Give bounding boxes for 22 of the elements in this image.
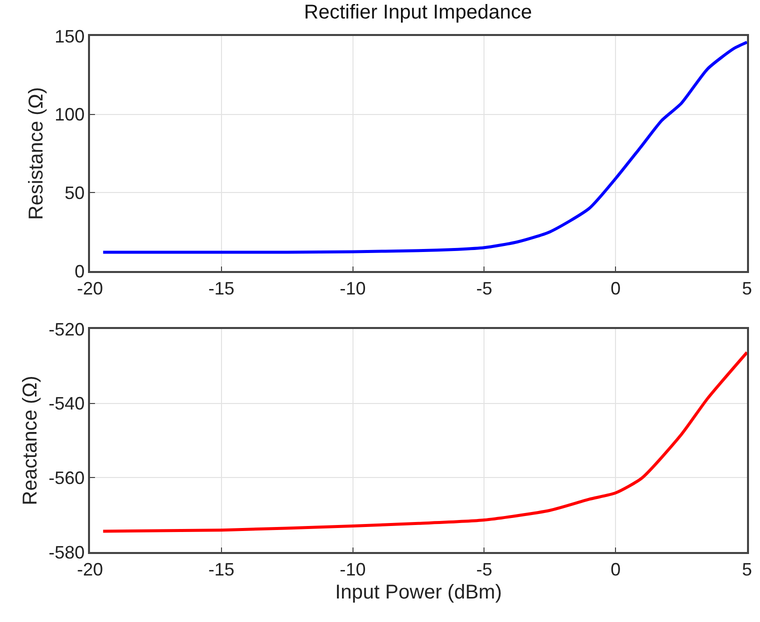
line-series	[102, 40, 747, 254]
y-tick-label: -520	[48, 319, 85, 340]
y-tick-label: -560	[48, 468, 85, 488]
x-tick-label: 5	[742, 559, 752, 580]
x-tick-label: 5	[742, 278, 752, 298]
x-tick-label: -10	[340, 559, 366, 580]
chart-title: Rectifier Input Impedance	[304, 2, 532, 24]
x-tick-label: -5	[476, 278, 492, 298]
y-axis-title: Reactance (Ω)	[20, 376, 42, 506]
x-tick-label: -10	[340, 278, 366, 298]
y-tick-label: 150	[54, 26, 85, 46]
x-tick-label: -15	[208, 278, 234, 298]
y-tick-label: 100	[54, 104, 85, 125]
x-axis-title: Input Power (dBm)	[335, 581, 502, 604]
x-tick-label: -15	[208, 559, 234, 580]
x-tick-label: -5	[476, 559, 492, 580]
x-tick-label: 0	[610, 559, 621, 580]
y-tick-label: 50	[64, 182, 85, 203]
y-axis-title: Resistance (Ω)	[26, 87, 48, 220]
x-tick-label: 0	[610, 278, 621, 298]
line-series	[102, 350, 747, 533]
y-tick-label: -540	[48, 394, 85, 414]
